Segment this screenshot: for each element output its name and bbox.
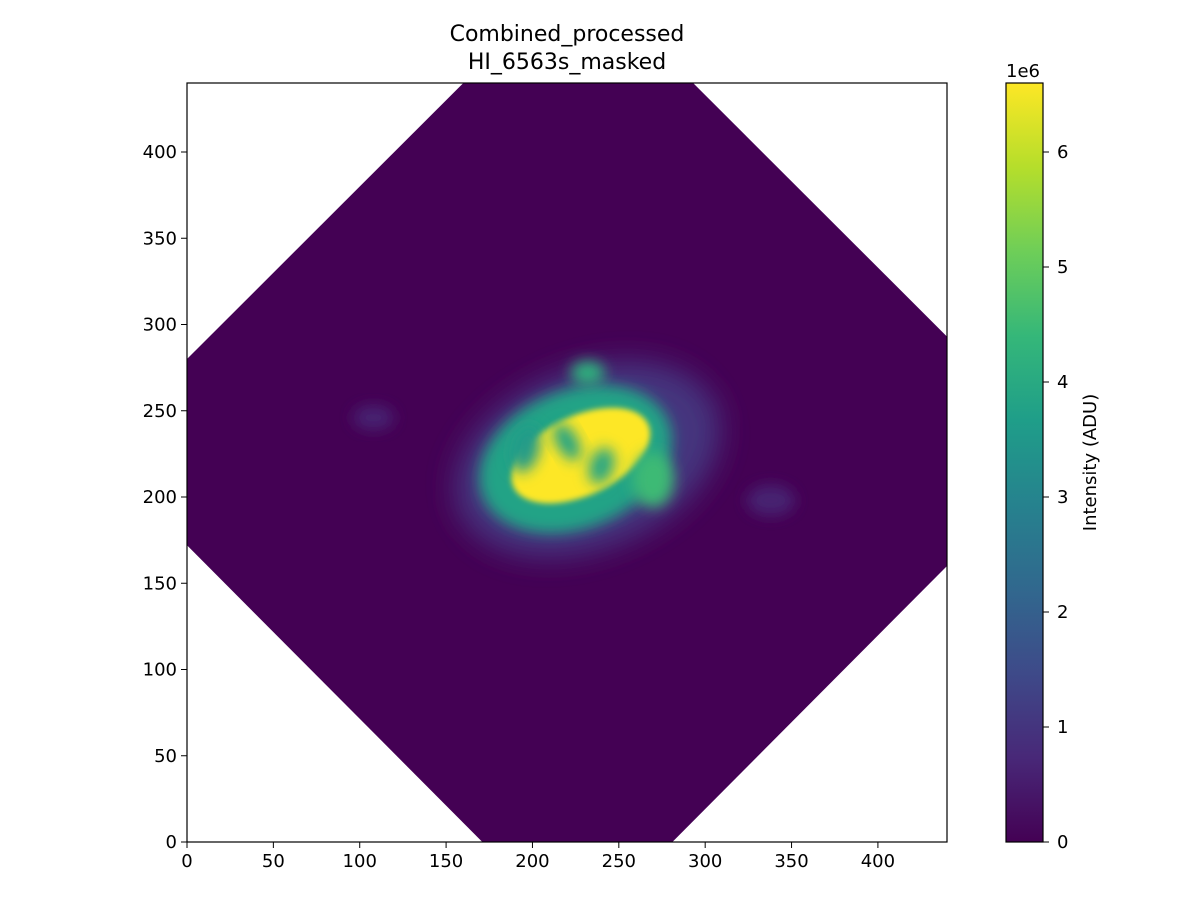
- colorbar-tick-label: 5: [1057, 257, 1068, 278]
- plot-area: [187, 83, 947, 842]
- chart-title-line-2: HI_6563s_masked: [468, 50, 666, 75]
- emission-jet-east: [746, 484, 795, 516]
- y-tick-label: 0: [166, 832, 177, 853]
- colorbar-tick-label: 2: [1057, 602, 1068, 623]
- colorbar-tick-label: 0: [1057, 832, 1068, 853]
- emission-knot-north: [570, 360, 606, 385]
- plot-frame: [186, 82, 948, 843]
- x-tick-label: 300: [688, 851, 722, 872]
- y-tick-label: 300: [143, 315, 177, 336]
- chart-title-line-1: Combined_processed: [450, 22, 685, 47]
- y-tick-label: 100: [143, 660, 177, 681]
- emission-jet-west: [352, 405, 395, 430]
- x-tick-label: 100: [343, 851, 377, 872]
- colorbar-tick-label: 4: [1057, 372, 1068, 393]
- emission-dark-filament-3: [588, 447, 615, 485]
- x-tick-label: 350: [774, 851, 808, 872]
- x-tick-label: 400: [861, 851, 895, 872]
- colorbar-label: Intensity (ADU): [1080, 394, 1101, 531]
- emission-core: [511, 407, 651, 504]
- emission-dark-filament-1: [510, 425, 541, 473]
- colorbar-scale-label: 1e6: [1006, 61, 1040, 82]
- x-tick-label: 250: [602, 851, 636, 872]
- y-tick-label: 250: [143, 401, 177, 422]
- emission-nebula: [352, 360, 795, 558]
- colorbar: [1005, 82, 1044, 843]
- colorbar-axis: 0 1 2 3 4 5 6: [1043, 142, 1068, 853]
- emission-knot-east: [632, 452, 675, 508]
- x-tick-label: 150: [429, 851, 463, 872]
- x-tick-label: 200: [515, 851, 549, 872]
- y-tick-label: 150: [143, 573, 177, 594]
- colorbar-tick-label: 6: [1057, 142, 1068, 163]
- x-axis: 0 50 100 150 200 250 300 350 400: [181, 842, 895, 872]
- x-tick-label: 50: [262, 851, 285, 872]
- y-tick-label: 400: [143, 142, 177, 163]
- colorbar-tick-label: 3: [1057, 487, 1068, 508]
- x-tick-label: 0: [181, 851, 192, 872]
- emission-dark-filament-2: [553, 423, 581, 461]
- colorbar-tick-label: 1: [1057, 717, 1068, 738]
- y-tick-label: 50: [154, 746, 177, 767]
- y-tick-label: 200: [143, 487, 177, 508]
- y-axis: 0 50 100 150 200 250 300 350 400: [143, 142, 187, 853]
- y-tick-label: 350: [143, 228, 177, 249]
